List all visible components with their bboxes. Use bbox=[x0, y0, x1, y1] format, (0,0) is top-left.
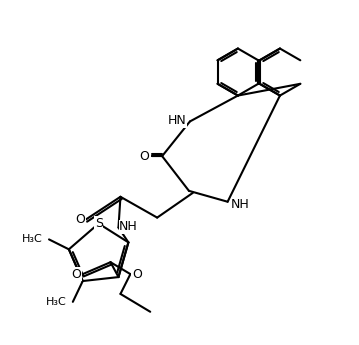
Text: H₃C: H₃C bbox=[22, 234, 43, 244]
Text: HN: HN bbox=[168, 114, 186, 127]
Text: O: O bbox=[75, 213, 85, 226]
Text: O: O bbox=[132, 268, 142, 280]
Text: O: O bbox=[140, 150, 149, 162]
Text: NH: NH bbox=[119, 220, 138, 233]
Text: H₃C: H₃C bbox=[46, 297, 66, 307]
Text: S: S bbox=[95, 217, 103, 230]
Text: NH: NH bbox=[231, 198, 250, 211]
Text: O: O bbox=[71, 268, 81, 280]
